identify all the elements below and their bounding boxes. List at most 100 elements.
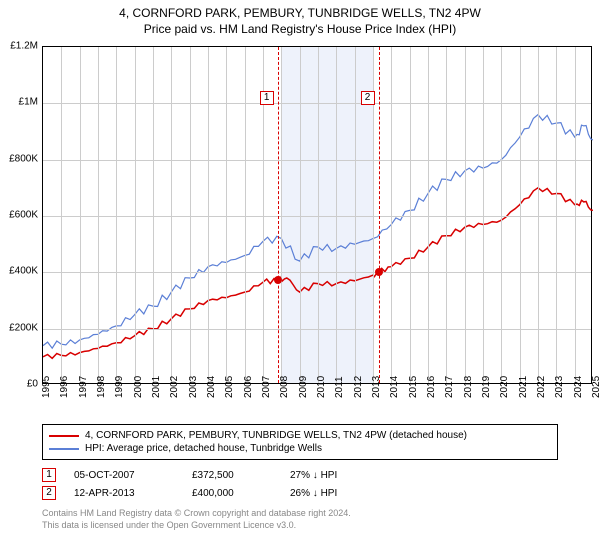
gridline-v bbox=[483, 47, 484, 383]
gridline-v bbox=[336, 47, 337, 383]
title-line-1: 4, CORNFORD PARK, PEMBURY, TUNBRIDGE WEL… bbox=[0, 6, 600, 20]
x-axis-label: 1999 bbox=[114, 376, 125, 398]
gridline-v bbox=[446, 47, 447, 383]
legend: 4, CORNFORD PARK, PEMBURY, TUNBRIDGE WEL… bbox=[42, 424, 558, 460]
gridline-v bbox=[153, 47, 154, 383]
sale-marker-line bbox=[379, 47, 380, 383]
x-axis-label: 2009 bbox=[298, 376, 309, 398]
sale-price: £372,500 bbox=[192, 470, 272, 481]
sale-marker-box: 2 bbox=[42, 486, 56, 500]
legend-swatch bbox=[49, 435, 79, 437]
x-axis-label: 1998 bbox=[96, 376, 107, 398]
gridline-v bbox=[410, 47, 411, 383]
x-axis-label: 2010 bbox=[316, 376, 327, 398]
gridline-v bbox=[80, 47, 81, 383]
sale-marker-box: 1 bbox=[42, 468, 56, 482]
y-axis-label: £0 bbox=[0, 379, 38, 390]
gridline-h bbox=[43, 160, 591, 161]
sale-marker-label: 1 bbox=[260, 91, 274, 105]
y-axis-label: £800K bbox=[0, 153, 38, 164]
sale-row: 1 05-OCT-2007 £372,500 27% ↓ HPI bbox=[42, 466, 558, 484]
x-axis-label: 2023 bbox=[554, 376, 565, 398]
sale-marker-dot bbox=[375, 268, 383, 276]
x-axis-label: 2018 bbox=[463, 376, 474, 398]
x-axis-label: 1996 bbox=[59, 376, 70, 398]
x-axis-label: 2004 bbox=[206, 376, 217, 398]
gridline-h bbox=[43, 329, 591, 330]
plot-area: 12 bbox=[42, 46, 592, 384]
legend-item: 4, CORNFORD PARK, PEMBURY, TUNBRIDGE WEL… bbox=[49, 429, 551, 442]
sales-table: 1 05-OCT-2007 £372,500 27% ↓ HPI 2 12-AP… bbox=[42, 466, 558, 502]
gridline-v bbox=[98, 47, 99, 383]
x-axis-label: 2003 bbox=[188, 376, 199, 398]
gridline-v bbox=[575, 47, 576, 383]
footer-line-1: Contains HM Land Registry data © Crown c… bbox=[42, 508, 558, 520]
gridline-h bbox=[43, 216, 591, 217]
x-axis-label: 2001 bbox=[151, 376, 162, 398]
sale-row: 2 12-APR-2013 £400,000 26% ↓ HPI bbox=[42, 484, 558, 502]
gridline-v bbox=[300, 47, 301, 383]
x-axis-label: 2016 bbox=[426, 376, 437, 398]
sale-date: 12-APR-2013 bbox=[74, 488, 174, 499]
gridline-v bbox=[226, 47, 227, 383]
sale-date: 05-OCT-2007 bbox=[74, 470, 174, 481]
gridline-v bbox=[190, 47, 191, 383]
x-axis-label: 2021 bbox=[518, 376, 529, 398]
y-axis-label: £200K bbox=[0, 322, 38, 333]
sale-marker-dot bbox=[274, 276, 282, 284]
x-axis-label: 2015 bbox=[408, 376, 419, 398]
y-axis-label: £1M bbox=[0, 97, 38, 108]
gridline-v bbox=[171, 47, 172, 383]
legend-label: 4, CORNFORD PARK, PEMBURY, TUNBRIDGE WEL… bbox=[85, 430, 467, 441]
y-axis-label: £400K bbox=[0, 266, 38, 277]
gridline-v bbox=[428, 47, 429, 383]
x-axis-label: 2011 bbox=[334, 376, 345, 398]
sale-marker-line bbox=[278, 47, 279, 383]
y-axis-label: £600K bbox=[0, 210, 38, 221]
gridline-v bbox=[465, 47, 466, 383]
chart-area: 12 £0£200K£400K£600K£800K£1M£1.2M1995199… bbox=[0, 40, 600, 420]
gridline-h bbox=[43, 103, 591, 104]
gridline-h bbox=[43, 272, 591, 273]
gridline-v bbox=[61, 47, 62, 383]
x-axis-label: 2025 bbox=[591, 376, 600, 398]
gridline-v bbox=[355, 47, 356, 383]
x-axis-label: 2000 bbox=[133, 376, 144, 398]
x-axis-label: 2005 bbox=[224, 376, 235, 398]
gridline-v bbox=[135, 47, 136, 383]
gridline-v bbox=[116, 47, 117, 383]
footer-attribution: Contains HM Land Registry data © Crown c… bbox=[42, 508, 558, 531]
x-axis-label: 2012 bbox=[353, 376, 364, 398]
gridline-v bbox=[391, 47, 392, 383]
sale-delta: 27% ↓ HPI bbox=[290, 470, 337, 481]
gridline-v bbox=[208, 47, 209, 383]
x-axis-label: 2024 bbox=[573, 376, 584, 398]
x-axis-label: 2022 bbox=[536, 376, 547, 398]
gridline-v bbox=[245, 47, 246, 383]
y-axis-label: £1.2M bbox=[0, 41, 38, 52]
sale-marker-label: 2 bbox=[361, 91, 375, 105]
x-axis-label: 2013 bbox=[371, 376, 382, 398]
gridline-v bbox=[501, 47, 502, 383]
x-axis-label: 2014 bbox=[389, 376, 400, 398]
x-axis-label: 2002 bbox=[169, 376, 180, 398]
x-axis-label: 2006 bbox=[243, 376, 254, 398]
x-axis-label: 1995 bbox=[41, 376, 52, 398]
footer-line-2: This data is licensed under the Open Gov… bbox=[42, 520, 558, 532]
legend-label: HPI: Average price, detached house, Tunb… bbox=[85, 443, 322, 454]
chart-title: 4, CORNFORD PARK, PEMBURY, TUNBRIDGE WEL… bbox=[0, 0, 600, 40]
legend-item: HPI: Average price, detached house, Tunb… bbox=[49, 442, 551, 455]
x-axis-label: 1997 bbox=[78, 376, 89, 398]
gridline-v bbox=[281, 47, 282, 383]
x-axis-label: 2019 bbox=[481, 376, 492, 398]
sale-delta: 26% ↓ HPI bbox=[290, 488, 337, 499]
x-axis-label: 2020 bbox=[499, 376, 510, 398]
gridline-v bbox=[556, 47, 557, 383]
x-axis-label: 2008 bbox=[279, 376, 290, 398]
sale-price: £400,000 bbox=[192, 488, 272, 499]
gridline-v bbox=[538, 47, 539, 383]
x-axis-label: 2017 bbox=[444, 376, 455, 398]
legend-swatch bbox=[49, 448, 79, 450]
gridline-v bbox=[318, 47, 319, 383]
gridline-v bbox=[520, 47, 521, 383]
